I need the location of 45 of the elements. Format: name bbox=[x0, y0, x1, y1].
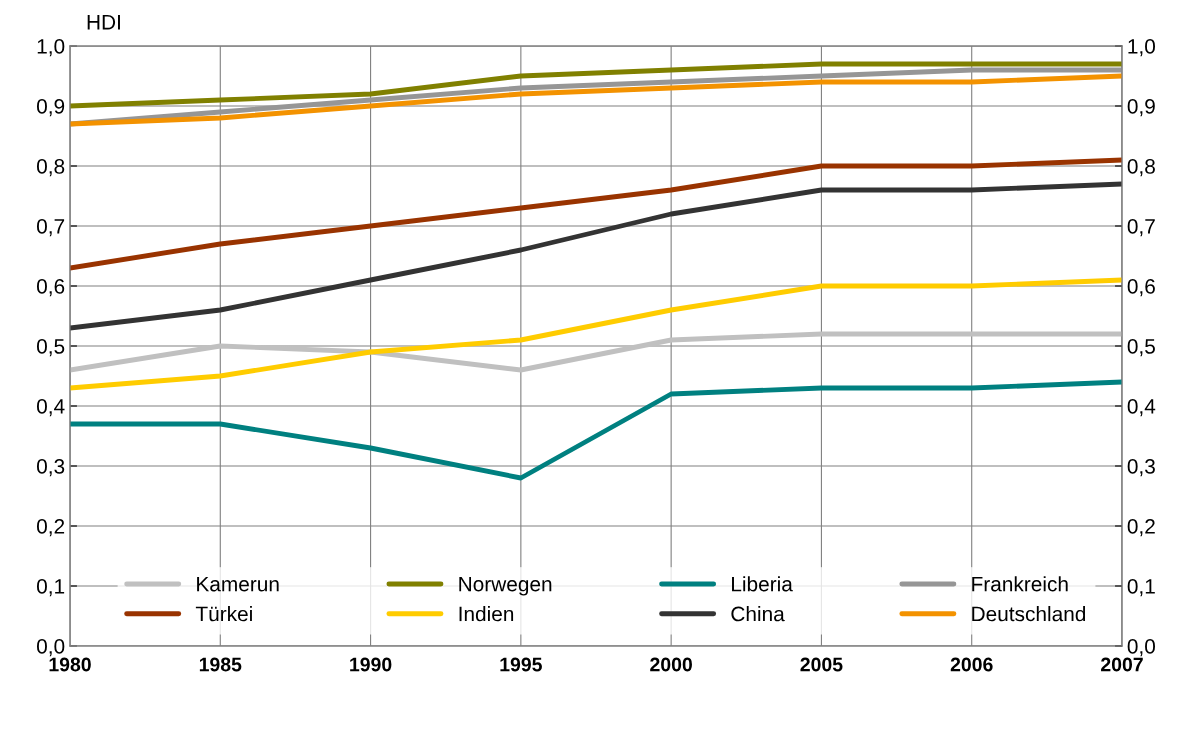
line-series bbox=[70, 157, 1122, 271]
y-tick-label: 0,4 bbox=[36, 399, 65, 417]
x-tick-label: 1985 bbox=[199, 657, 242, 672]
y-tick-label: 1,0 bbox=[37, 39, 65, 57]
y-tick-label: 0,7 bbox=[36, 219, 65, 237]
line-series bbox=[70, 181, 1122, 331]
y-tick-label: 0,3 bbox=[36, 459, 65, 477]
legend-label: Deutschland bbox=[972, 606, 1086, 622]
legend-label: Kamerun bbox=[197, 576, 279, 592]
y-tick-label: 0,6 bbox=[36, 279, 65, 297]
x-tick-label: 2005 bbox=[800, 657, 843, 672]
legend-label: Norwegen bbox=[459, 576, 552, 596]
x-tick-label: 1995 bbox=[500, 657, 542, 672]
y-axis-title: HDI bbox=[87, 15, 120, 30]
legend-label: Frankreich bbox=[972, 576, 1068, 592]
y2-tick-label: 0,2 bbox=[1127, 519, 1155, 537]
x-tick-label: 2000 bbox=[650, 657, 692, 672]
y2-tick-label: 0,3 bbox=[1127, 459, 1155, 477]
y2-tick-label: 0,7 bbox=[1127, 219, 1155, 237]
line-series bbox=[70, 61, 1122, 109]
legend-label: China bbox=[731, 606, 785, 622]
x-tick-label: 2006 bbox=[950, 657, 993, 672]
x-tick-label: 1980 bbox=[49, 657, 91, 672]
x-tick-label: 2007 bbox=[1101, 657, 1143, 672]
y-tick-label: 0,9 bbox=[36, 99, 65, 117]
y2-tick-label: 0,8 bbox=[1127, 159, 1155, 177]
x-tick-label: 1990 bbox=[350, 657, 392, 672]
y-tick-label: 0,1 bbox=[36, 579, 65, 597]
y-tick-label: 0,0 bbox=[36, 639, 65, 657]
y2-tick-label: 0,9 bbox=[1127, 99, 1155, 117]
y-tick-label: 0,5 bbox=[36, 339, 65, 357]
legend-label: Indien bbox=[459, 606, 514, 622]
y2-tick-label: 0,1 bbox=[1127, 579, 1155, 597]
line-series bbox=[70, 277, 1122, 391]
y-tick-label: 0,8 bbox=[36, 159, 65, 177]
y2-tick-label: 0,4 bbox=[1127, 399, 1156, 417]
y2-tick-label: 0,6 bbox=[1127, 279, 1155, 297]
line-series bbox=[70, 331, 1122, 373]
y2-tick-label: 0,0 bbox=[1127, 639, 1156, 657]
legend-label: Türkei bbox=[195, 606, 252, 622]
y2-tick-label: 1,0 bbox=[1128, 39, 1156, 57]
y2-tick-label: 0,5 bbox=[1127, 339, 1155, 357]
legend-label: Liberia bbox=[732, 576, 793, 592]
line-series bbox=[70, 379, 1122, 481]
y-tick-label: 0,2 bbox=[36, 519, 65, 537]
